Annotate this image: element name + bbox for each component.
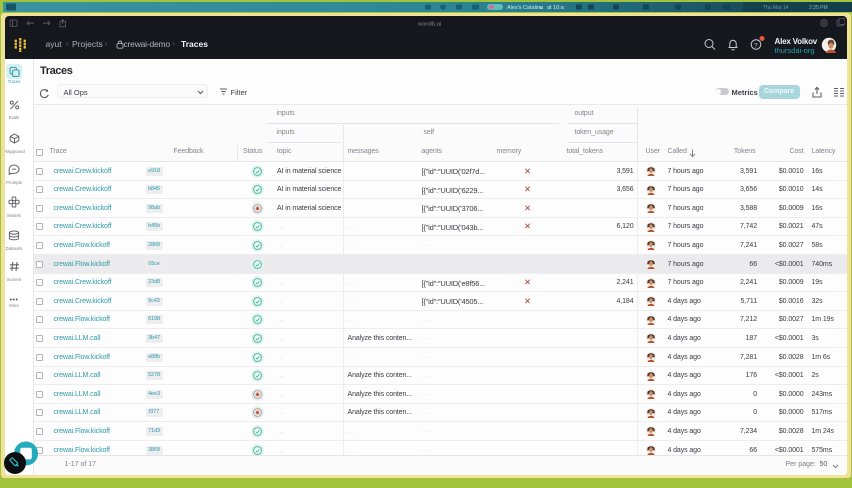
svg-text:≡: ≡ — [539, 5, 542, 11]
svg-text:?: ? — [753, 42, 757, 49]
svg-text:at 10:a: at 10:a — [547, 5, 565, 11]
svg-text:Alex's Catalina: Alex's Catalina — [507, 5, 544, 11]
svg-text:2:35 PM: 2:35 PM — [809, 5, 828, 11]
svg-text:wandb.ai: wandb.ai — [417, 21, 441, 27]
svg-text:Thu Mar 14: Thu Mar 14 — [763, 5, 789, 11]
